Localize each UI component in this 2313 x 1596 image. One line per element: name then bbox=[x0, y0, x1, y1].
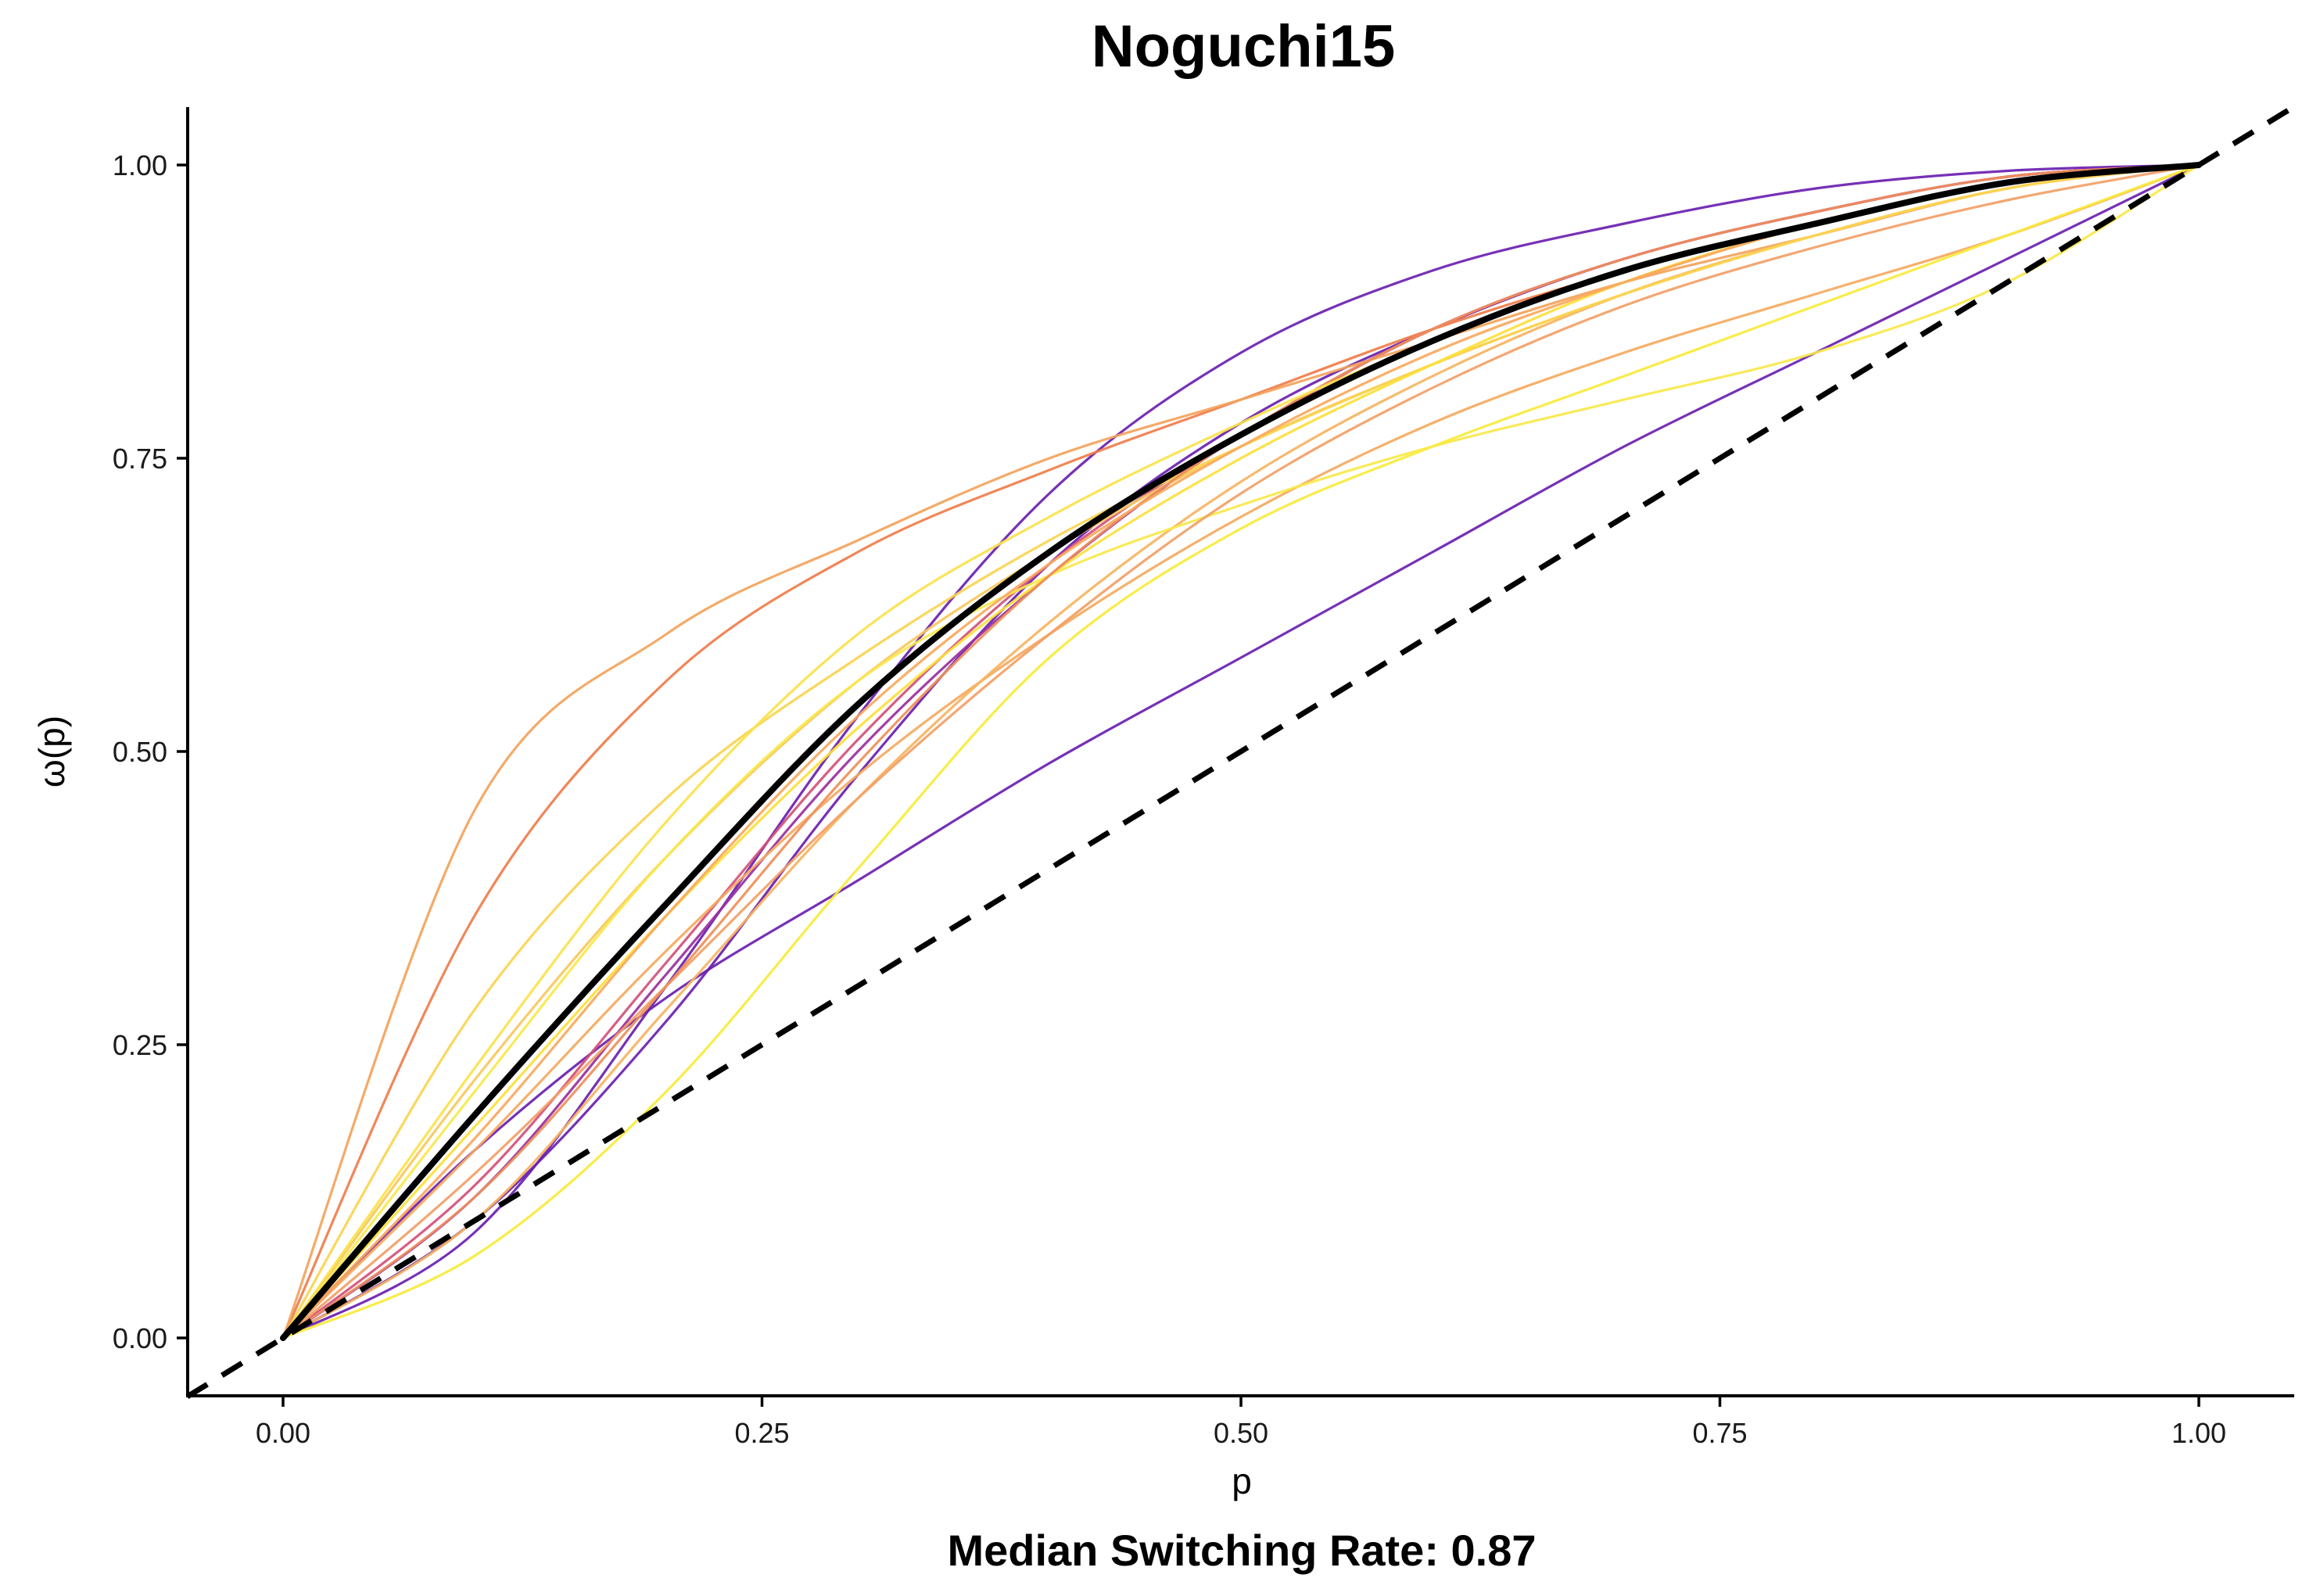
y-axis-title: ω(p) bbox=[31, 716, 72, 787]
series-line-1 bbox=[282, 163, 2200, 1340]
y-tick-label: 0.50 bbox=[113, 736, 167, 768]
median-curve bbox=[280, 162, 2202, 1341]
chart-title: Noguchi15 bbox=[1092, 13, 1396, 80]
x-tick-label: 0.00 bbox=[256, 1417, 310, 1449]
x-tick-label: 0.50 bbox=[1214, 1417, 1268, 1449]
series-layer bbox=[282, 163, 2200, 1340]
x-tick-label: 0.25 bbox=[734, 1417, 789, 1449]
series-line-13 bbox=[282, 163, 2200, 1340]
x-tick-label: 0.75 bbox=[1692, 1417, 1747, 1449]
median-layer bbox=[280, 162, 2202, 1341]
y-tick-label: 1.00 bbox=[113, 149, 167, 181]
y-tick-label: 0.75 bbox=[113, 443, 167, 475]
x-tick-label: 1.00 bbox=[2171, 1417, 2226, 1449]
series-line-15 bbox=[282, 163, 2200, 1340]
series-line-8 bbox=[282, 163, 2200, 1340]
reference-diagonal bbox=[185, 104, 2297, 1399]
y-tick-label: 0.25 bbox=[113, 1029, 167, 1061]
series-line-2 bbox=[282, 163, 2200, 1340]
x-ticks: 0.00 0.25 0.50 0.75 1.00 bbox=[256, 1396, 2226, 1449]
y-tick-label: 0.00 bbox=[113, 1322, 167, 1354]
series-line-14 bbox=[282, 163, 2200, 1340]
x-axis-title: p bbox=[1232, 1461, 1252, 1501]
chart-caption: Median Switching Rate: 0.87 bbox=[947, 1526, 1536, 1575]
series-line-16 bbox=[282, 163, 2200, 1340]
y-ticks: 0.00 0.25 0.50 0.75 1.00 bbox=[113, 149, 188, 1354]
reference-layer bbox=[185, 104, 2297, 1399]
